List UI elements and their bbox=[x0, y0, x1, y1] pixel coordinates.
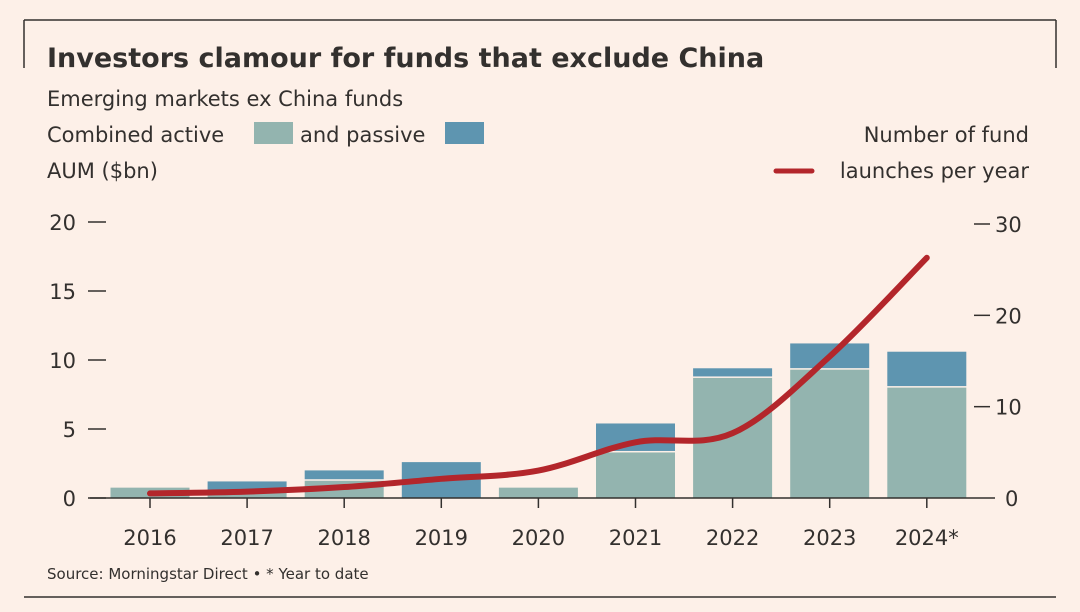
bar-active-2017 bbox=[207, 492, 287, 498]
left-axis-unit: AUM ($bn) bbox=[47, 159, 158, 183]
launches-line bbox=[147, 254, 930, 497]
y-left-tick-label: 0 bbox=[63, 487, 76, 511]
x-tick-label: 2024* bbox=[895, 526, 959, 550]
legend-line-label-2: launches per year bbox=[840, 159, 1029, 183]
x-tick-label: 2023 bbox=[803, 526, 856, 550]
y-left-tick-label: 15 bbox=[49, 280, 76, 304]
legend-passive-label: and passive bbox=[300, 123, 425, 147]
bar-passive-2018 bbox=[304, 470, 384, 480]
y-right-tick-label: 10 bbox=[995, 396, 1022, 420]
bar-active-2021 bbox=[596, 452, 675, 498]
x-tick-label: 2018 bbox=[317, 526, 370, 550]
frame bbox=[23, 19, 1057, 598]
x-tick-label: 2016 bbox=[123, 526, 176, 550]
x-tick-label: 2019 bbox=[415, 526, 468, 550]
source-note: Source: Morningstar Direct • * Year to d… bbox=[47, 565, 369, 583]
y-left-tick-label: 20 bbox=[49, 211, 76, 235]
chart-title: Investors clamour for funds that exclude… bbox=[47, 43, 764, 74]
chart-subtitle: Emerging markets ex China funds bbox=[47, 87, 403, 111]
y-right-tick-label: 30 bbox=[995, 213, 1022, 237]
bar-active-2023 bbox=[790, 369, 870, 498]
y-left-tick-label: 5 bbox=[63, 418, 76, 442]
bar-passive-2022 bbox=[693, 368, 773, 377]
legend-line-label-1: Number of fund bbox=[864, 123, 1029, 147]
legend-passive-swatch bbox=[445, 122, 484, 144]
y-right-tick-label: 0 bbox=[1005, 487, 1018, 511]
bar-passive-2017 bbox=[207, 481, 287, 491]
legend-active-swatch bbox=[254, 122, 293, 144]
legend-active-label: Combined active bbox=[47, 123, 224, 147]
bar-active-2024* bbox=[887, 387, 967, 498]
y-left-tick-label: 10 bbox=[49, 349, 76, 373]
x-tick-label: 2022 bbox=[706, 526, 759, 550]
x-tick-label: 2021 bbox=[609, 526, 662, 550]
x-tick-label: 2017 bbox=[220, 526, 273, 550]
y-right-tick-label: 20 bbox=[995, 304, 1022, 328]
x-tick-label: 2020 bbox=[512, 526, 565, 550]
bar-active-2020 bbox=[498, 487, 578, 498]
bar-passive-2024* bbox=[887, 351, 967, 387]
